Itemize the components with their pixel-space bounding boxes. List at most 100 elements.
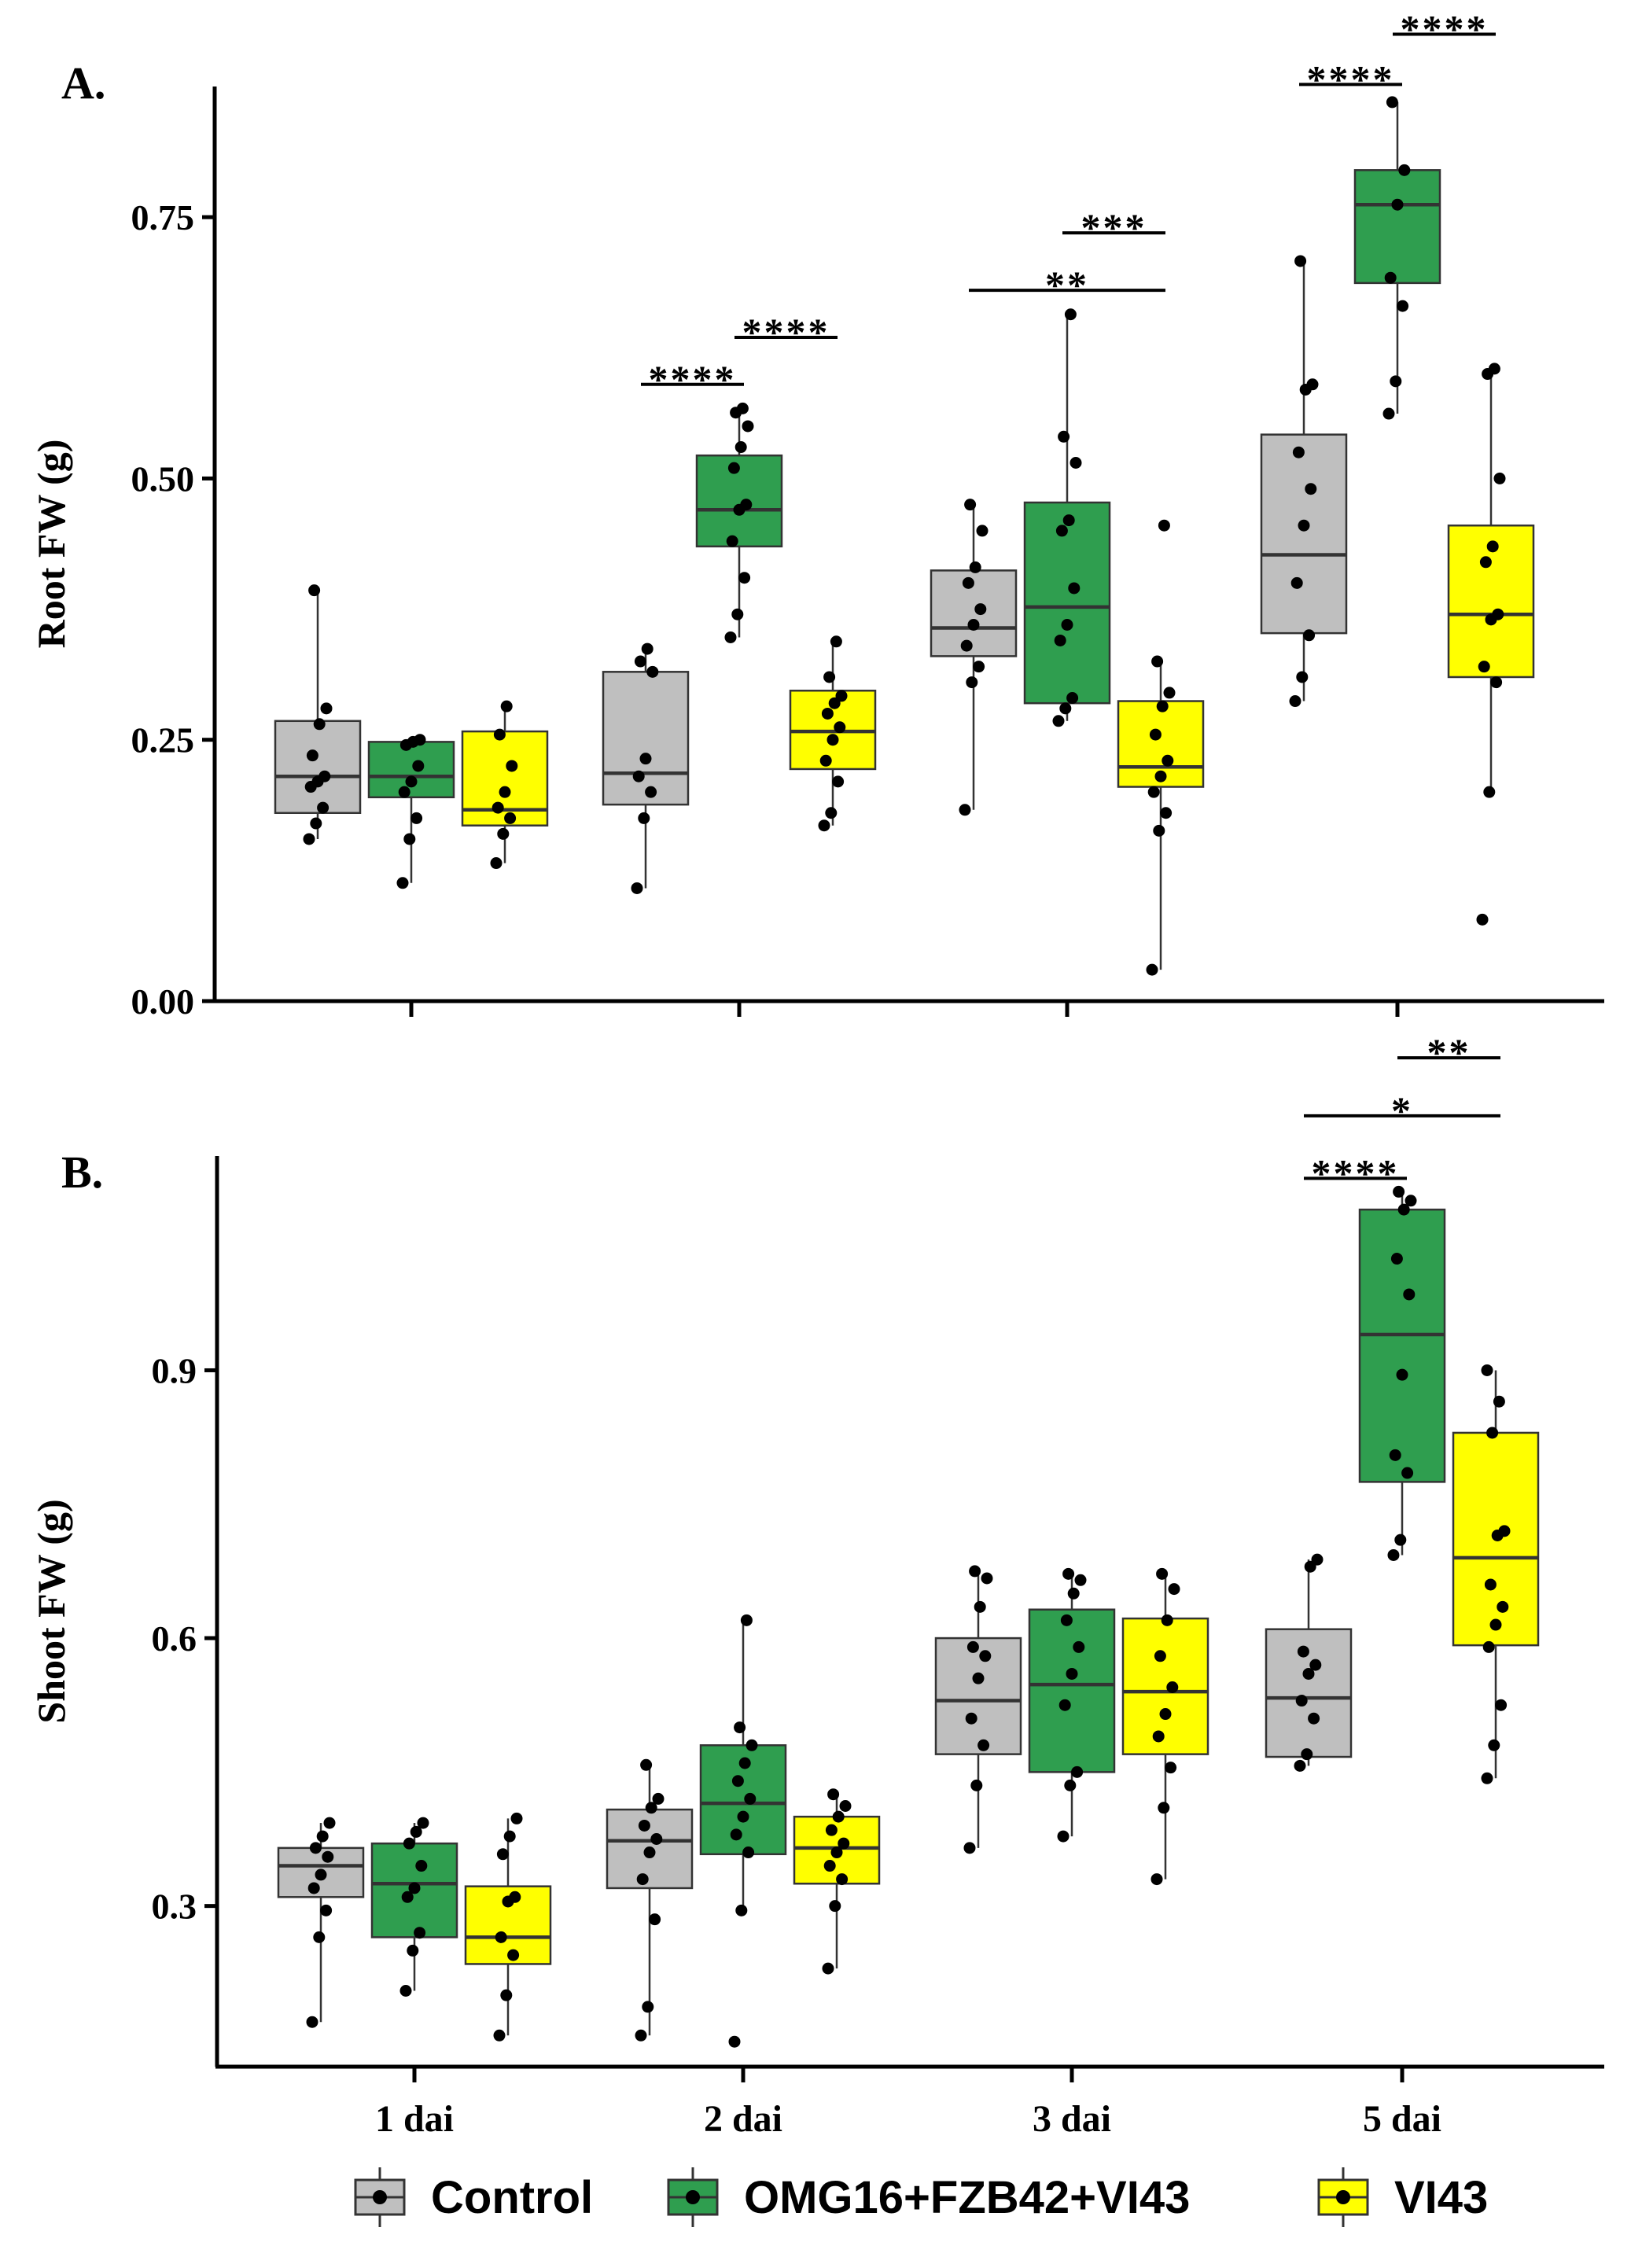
data-point (1161, 1614, 1173, 1626)
data-point (967, 619, 980, 631)
data-point (313, 1931, 326, 1943)
data-point (1151, 1873, 1163, 1886)
data-point (1062, 514, 1075, 527)
data-point (415, 1860, 428, 1872)
data-point (308, 584, 321, 597)
data-point (1393, 1185, 1405, 1198)
data-point (1163, 687, 1176, 699)
data-point (1151, 655, 1164, 668)
data-point (490, 857, 503, 870)
box (367, 741, 455, 799)
data-point (1486, 540, 1499, 553)
x-tick-label: 2 dai (704, 2098, 782, 2140)
data-point (1481, 1772, 1493, 1784)
data-point (1067, 1587, 1080, 1600)
data-point (818, 819, 830, 832)
panel-label: A. (61, 57, 105, 109)
box (274, 720, 362, 815)
x-tick-label: 1 dai (375, 2098, 454, 2140)
box-group (699, 1614, 787, 2048)
data-point (1488, 1739, 1500, 1751)
data-point (959, 804, 971, 816)
x-tick-label: 3 dai (1033, 2098, 1111, 2140)
data-point (838, 1837, 850, 1850)
data-point (734, 1721, 746, 1734)
data-point (1058, 1699, 1071, 1711)
data-point (1070, 456, 1082, 469)
data-point (1405, 1195, 1417, 1207)
data-point (645, 786, 657, 798)
data-point (309, 1842, 322, 1854)
data-point (646, 665, 659, 678)
data-point (307, 1882, 320, 1894)
data-point (1059, 702, 1072, 715)
data-point (1305, 483, 1317, 495)
data-point (635, 2029, 647, 2042)
data-point (636, 1873, 649, 1886)
data-point (736, 402, 749, 414)
data-point (1403, 1288, 1416, 1301)
data-point (1068, 582, 1081, 595)
data-point (969, 561, 981, 573)
data-point (731, 608, 744, 620)
y-tick-label: 0.75 (131, 197, 195, 237)
data-point (1476, 913, 1489, 926)
data-point (825, 1824, 838, 1836)
data-point (1398, 164, 1411, 176)
legend-key-point (373, 2190, 387, 2204)
data-point (1149, 728, 1162, 741)
data-point (408, 1882, 421, 1894)
data-point (638, 812, 650, 824)
data-point (1156, 700, 1169, 712)
box-group (793, 1788, 881, 1975)
data-point (834, 721, 846, 734)
data-point (1061, 619, 1073, 631)
data-point (316, 1830, 329, 1843)
data-point (1489, 1618, 1502, 1631)
data-point (964, 499, 977, 511)
data-point (641, 642, 653, 655)
data-point (974, 1600, 986, 1613)
data-point (1064, 308, 1077, 321)
data-point (1160, 807, 1173, 819)
legend-key-point (1336, 2190, 1350, 2204)
data-point (1052, 715, 1065, 727)
box (370, 1842, 458, 1938)
data-point (313, 718, 326, 731)
data-point (640, 1758, 653, 1771)
data-point (740, 1614, 753, 1626)
data-point (1483, 786, 1496, 798)
significance-label: **** (742, 310, 830, 354)
data-point (1394, 1533, 1407, 1546)
data-point (819, 754, 832, 767)
data-point (1391, 198, 1404, 211)
legend-item: OMG16+FZB42+VI43 (667, 2167, 1190, 2227)
data-point (320, 702, 333, 715)
y-tick-label: 0.6 (152, 1618, 197, 1659)
y-tick-label: 0.9 (152, 1350, 197, 1390)
data-point (830, 1846, 843, 1859)
data-point (1387, 1548, 1400, 1561)
data-point (742, 1846, 755, 1859)
data-point (1168, 1583, 1180, 1596)
data-point (643, 1846, 656, 1859)
data-point (836, 1873, 849, 1886)
box (934, 1637, 1022, 1755)
data-point (493, 2029, 506, 2042)
box (602, 671, 690, 806)
legend-key-point (686, 2190, 700, 2204)
data-point (1295, 1695, 1308, 1707)
data-point (832, 775, 845, 788)
data-point (1057, 1830, 1070, 1843)
box (1353, 169, 1441, 285)
data-point (500, 1989, 513, 2001)
data-point (1289, 695, 1301, 708)
data-point (503, 1830, 516, 1843)
data-point (315, 1869, 327, 1881)
data-point (1166, 1681, 1179, 1693)
data-point (734, 441, 747, 454)
box-group (1028, 1567, 1116, 1843)
data-point (1147, 786, 1160, 798)
box-group (464, 1812, 552, 2042)
data-point (403, 833, 416, 845)
